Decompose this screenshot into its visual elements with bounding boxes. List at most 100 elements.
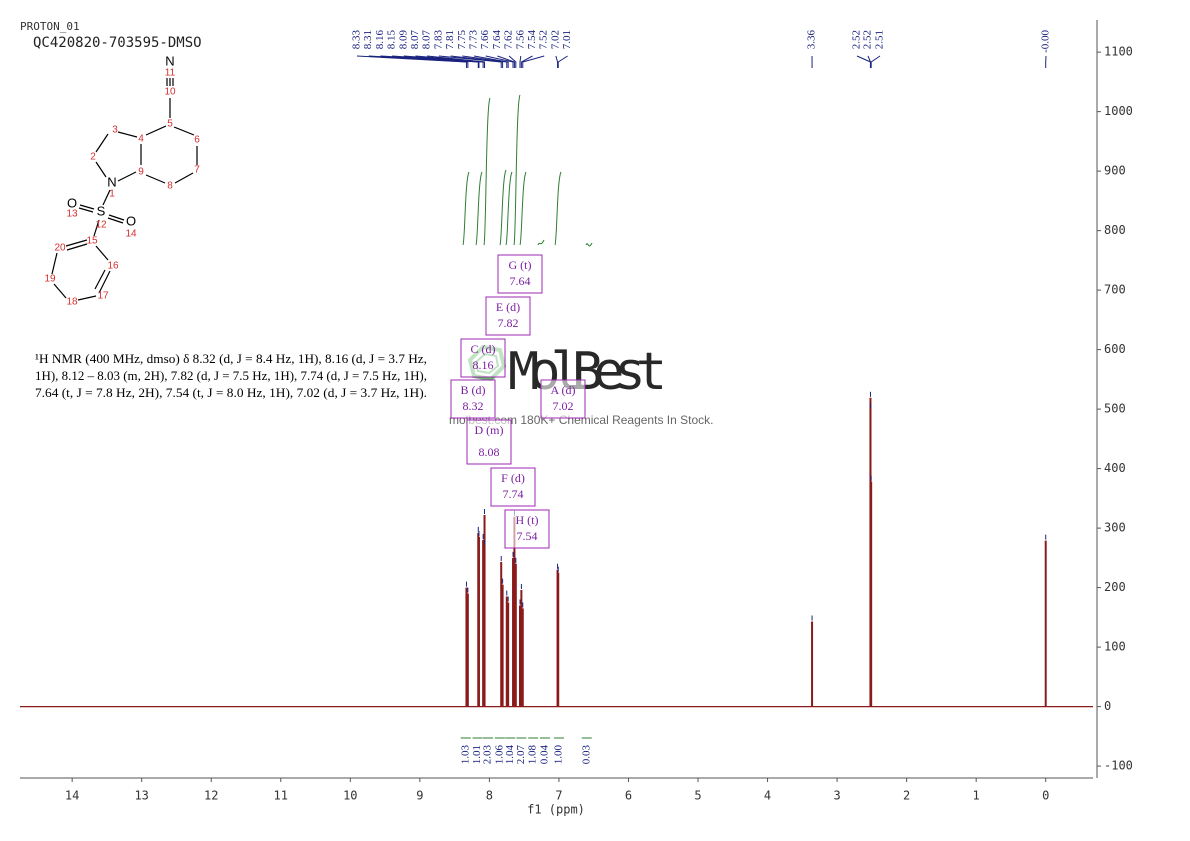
peak-label-connector: [870, 55, 881, 68]
peak-label: 7.64: [491, 30, 503, 50]
integral-label: 1.06: [493, 745, 505, 765]
atom-number: 18: [66, 297, 78, 308]
peak-label: 7.83: [432, 30, 444, 50]
x-tick-label: 3: [833, 789, 840, 803]
y-tick-label: 800: [1104, 223, 1126, 237]
y-tick-label: 1000: [1104, 104, 1133, 118]
peak-label-connector: [450, 55, 504, 68]
atom-symbol: N: [107, 174, 116, 189]
multiplet-box: [450, 379, 496, 419]
multiplet-label: H (t): [516, 513, 539, 527]
atom-number: 7: [194, 165, 200, 176]
peak-label-connector: [368, 55, 469, 68]
y-tick-label: 200: [1104, 580, 1126, 594]
peak-label: 8.15: [386, 30, 398, 50]
x-tick-label: 13: [134, 789, 148, 803]
x-tick-label: 9: [416, 789, 423, 803]
x-tick-label: 0: [1042, 789, 1049, 803]
peak-label: 7.81: [444, 30, 456, 49]
nmr-description: ¹H NMR (400 MHz, dmso) δ 8.32 (d, J = 8.…: [35, 351, 427, 366]
peak-label-connector: [497, 55, 515, 68]
integral-curve: [513, 94, 521, 246]
atom-symbol: N: [165, 53, 174, 68]
peak-label: 8.07: [421, 30, 433, 50]
nmr-description: 7.64 (t, J = 7.8 Hz, 2H), 7.54 (t, J = 8…: [35, 385, 427, 400]
integral-label: 1.03: [459, 745, 471, 765]
peak-label: 7.54: [526, 30, 538, 50]
multiplet-box: [497, 254, 543, 294]
watermark: MolBest: [508, 342, 663, 402]
peak-label: 7.62: [503, 30, 515, 49]
peak-label-connector: [473, 55, 509, 68]
x-axis-label: f1 (ppm): [527, 803, 585, 817]
atom-symbol: S: [97, 203, 106, 218]
integral-curve: [475, 171, 483, 246]
atom-number: 20: [54, 243, 66, 254]
nmr-description: 1H), 8.12 – 8.03 (m, 2H), 7.82 (d, J = 7…: [35, 368, 427, 383]
atom-number: 6: [194, 135, 200, 146]
x-tick-label: 10: [343, 789, 357, 803]
atom-number: 15: [86, 236, 98, 247]
multiplet-shift: 7.02: [553, 399, 574, 413]
integral-label: 0.04: [539, 745, 551, 765]
multiplet-shift: 8.32: [463, 399, 484, 413]
atom-number: 11: [165, 68, 176, 79]
peak-label: 7.01: [561, 30, 573, 49]
multiplet-box: [540, 379, 586, 419]
x-tick-label: 5: [694, 789, 701, 803]
x-tick-label: 14: [65, 789, 79, 803]
integral-curve: [499, 169, 507, 246]
integral-curve: [483, 97, 491, 246]
multiplet-label: C (d): [471, 342, 496, 356]
peak-label: 8.07: [409, 30, 421, 50]
multiplet-label: G (t): [509, 258, 532, 272]
atom-number: 13: [66, 209, 78, 220]
y-tick-label: 700: [1104, 283, 1126, 297]
atom-symbol: O: [126, 213, 136, 228]
peak-label: 3.36: [806, 30, 818, 50]
atom-number: 14: [125, 229, 137, 240]
multiplet-label: F (d): [501, 471, 525, 485]
multiplet-shift: 8.08: [479, 445, 500, 459]
atom-number: 2: [90, 152, 96, 163]
multiplet-box: [466, 419, 512, 465]
integral-label: 2.07: [515, 745, 527, 765]
integral-curve: [537, 239, 545, 246]
y-tick-label: 600: [1104, 342, 1126, 356]
peak-label-connector: [557, 55, 568, 68]
atom-number: 9: [138, 167, 144, 178]
peak-label: 2.52: [851, 30, 863, 49]
multiplet-label: D (m): [475, 423, 504, 437]
peak-label: -0.00: [1040, 30, 1052, 53]
integral-curve: [585, 242, 593, 247]
peak-label: 2.51: [874, 30, 886, 49]
peak-label: 8.33: [351, 30, 363, 50]
integral-curve: [462, 171, 470, 246]
multiplet-shift: 7.54: [517, 529, 538, 543]
molecule: [51, 78, 198, 301]
peak-label: 7.73: [468, 30, 480, 50]
atom-number: 8: [167, 181, 173, 192]
peak-label: 7.56: [514, 30, 526, 50]
peak-label-connector: [519, 55, 522, 68]
x-tick-label: 7: [555, 789, 562, 803]
atom-number: 19: [44, 274, 56, 285]
multiplet-shift: 7.64: [510, 274, 531, 288]
x-tick-label: 1: [973, 789, 980, 803]
multiplet-box: [504, 509, 550, 549]
integral-label: 1.08: [527, 745, 539, 765]
peak-label: 7.75: [456, 30, 468, 50]
atom-number: 3: [112, 125, 118, 136]
peak-label-connector: [867, 55, 871, 68]
peak-label: 7.52: [538, 30, 550, 49]
x-tick-label: 8: [486, 789, 493, 803]
peak-label: 8.09: [397, 30, 409, 50]
y-tick-label: 0: [1104, 699, 1111, 713]
peak-label: 7.66: [479, 30, 491, 50]
peak-label-connector: [520, 55, 533, 68]
multiplet-box: [485, 296, 531, 336]
peak-label-connector: [555, 55, 559, 68]
atom-number: 17: [97, 291, 109, 302]
